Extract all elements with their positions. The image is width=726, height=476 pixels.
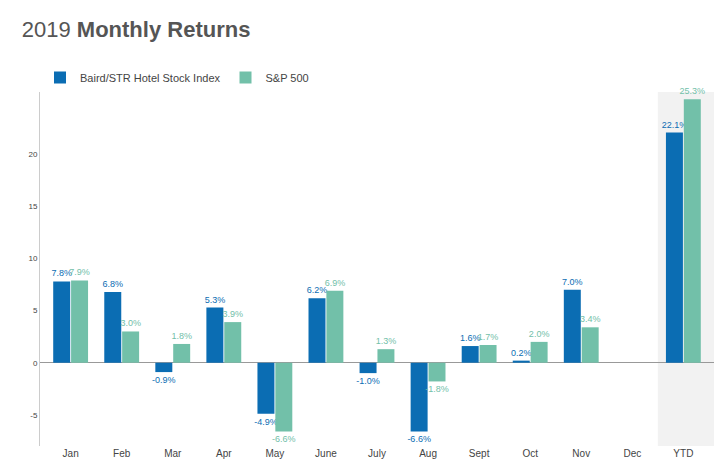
svg-text:-6.6%: -6.6% [407, 434, 431, 444]
svg-text:Sept: Sept [469, 448, 490, 459]
svg-text:7.8%: 7.8% [51, 268, 72, 278]
svg-text:-0.9%: -0.9% [152, 375, 176, 385]
svg-text:YTD: YTD [673, 448, 693, 459]
svg-text:6.9%: 6.9% [325, 278, 346, 288]
svg-text:15: 15 [28, 202, 37, 211]
svg-text:S&P 500: S&P 500 [266, 72, 309, 84]
svg-text:1.7%: 1.7% [478, 332, 499, 342]
svg-text:1.6%: 1.6% [460, 333, 481, 343]
svg-text:10: 10 [28, 254, 37, 263]
svg-text:2019 Monthly Returns: 2019 Monthly Returns [22, 17, 251, 42]
svg-text:25.3%: 25.3% [680, 86, 706, 96]
svg-text:Nov: Nov [572, 448, 590, 459]
svg-text:July: July [368, 448, 386, 459]
svg-text:0.2%: 0.2% [511, 348, 532, 358]
svg-text:Oct: Oct [522, 448, 538, 459]
svg-text:6.2%: 6.2% [307, 285, 328, 295]
svg-text:May: May [265, 448, 284, 459]
svg-text:1.3%: 1.3% [376, 336, 397, 346]
svg-text:22.1%: 22.1% [662, 120, 688, 130]
svg-text:-1.8%: -1.8% [425, 384, 449, 394]
svg-text:3.0%: 3.0% [120, 318, 141, 328]
svg-text:Aug: Aug [419, 448, 437, 459]
svg-text:5: 5 [33, 306, 38, 315]
svg-text:-5: -5 [30, 411, 38, 420]
svg-text:Dec: Dec [623, 448, 641, 459]
svg-text:20: 20 [28, 150, 37, 159]
svg-text:-6.6%: -6.6% [272, 434, 296, 444]
svg-text:2.0%: 2.0% [529, 329, 550, 339]
svg-text:-4.9%: -4.9% [254, 417, 278, 427]
svg-text:Jan: Jan [63, 448, 79, 459]
svg-text:7.0%: 7.0% [562, 277, 583, 287]
svg-text:1.8%: 1.8% [171, 331, 192, 341]
svg-text:7.9%: 7.9% [69, 267, 90, 277]
svg-text:Feb: Feb [113, 448, 131, 459]
svg-text:June: June [315, 448, 337, 459]
svg-text:Apr: Apr [216, 448, 232, 459]
svg-text:3.9%: 3.9% [222, 309, 243, 319]
svg-text:6.8%: 6.8% [103, 279, 124, 289]
svg-text:Mar: Mar [164, 448, 182, 459]
svg-text:-1.0%: -1.0% [356, 376, 380, 386]
svg-text:Baird/STR Hotel Stock Index: Baird/STR Hotel Stock Index [80, 72, 221, 84]
svg-text:0: 0 [33, 359, 38, 368]
svg-text:5.3%: 5.3% [205, 295, 226, 305]
svg-text:3.4%: 3.4% [580, 314, 601, 324]
